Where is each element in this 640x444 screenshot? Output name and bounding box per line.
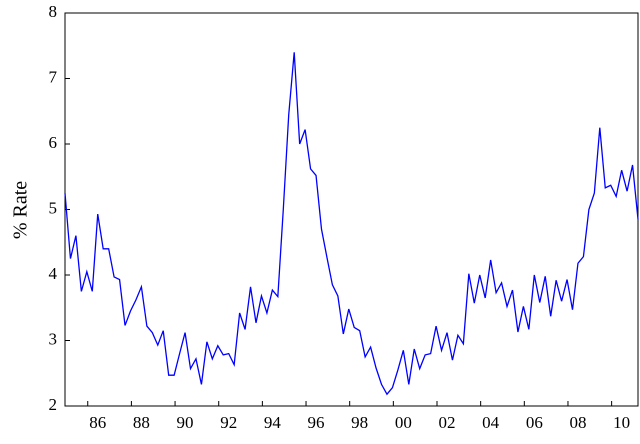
plot-frame xyxy=(64,12,639,407)
x-tick-label: 06 xyxy=(526,413,543,432)
x-tick-label: 96 xyxy=(308,413,325,432)
y-tick-label: 8 xyxy=(49,2,58,21)
y-tick-label: 7 xyxy=(49,67,58,86)
x-tick-label: 10 xyxy=(613,413,630,432)
x-tick-label: 04 xyxy=(482,413,500,432)
x-tick-label: 86 xyxy=(89,413,106,432)
x-tick-label: 92 xyxy=(220,413,237,432)
x-tick-label: 88 xyxy=(133,413,150,432)
x-tick-label: 94 xyxy=(264,413,282,432)
y-axis-label: % Rate xyxy=(10,181,32,239)
data-line xyxy=(64,52,639,396)
x-tick-label: 90 xyxy=(177,413,194,432)
y-tick-label: 5 xyxy=(49,198,58,217)
y-tick-label: 6 xyxy=(49,133,58,152)
y-tick-label: 4 xyxy=(49,264,58,283)
x-tick-label: 08 xyxy=(569,413,586,432)
x-tick-label: 00 xyxy=(395,413,412,432)
y-tick-label: 2 xyxy=(49,395,58,414)
x-tick-label: 98 xyxy=(351,413,368,432)
x-tick-label: 02 xyxy=(439,413,456,432)
y-tick-label: 3 xyxy=(49,329,58,348)
